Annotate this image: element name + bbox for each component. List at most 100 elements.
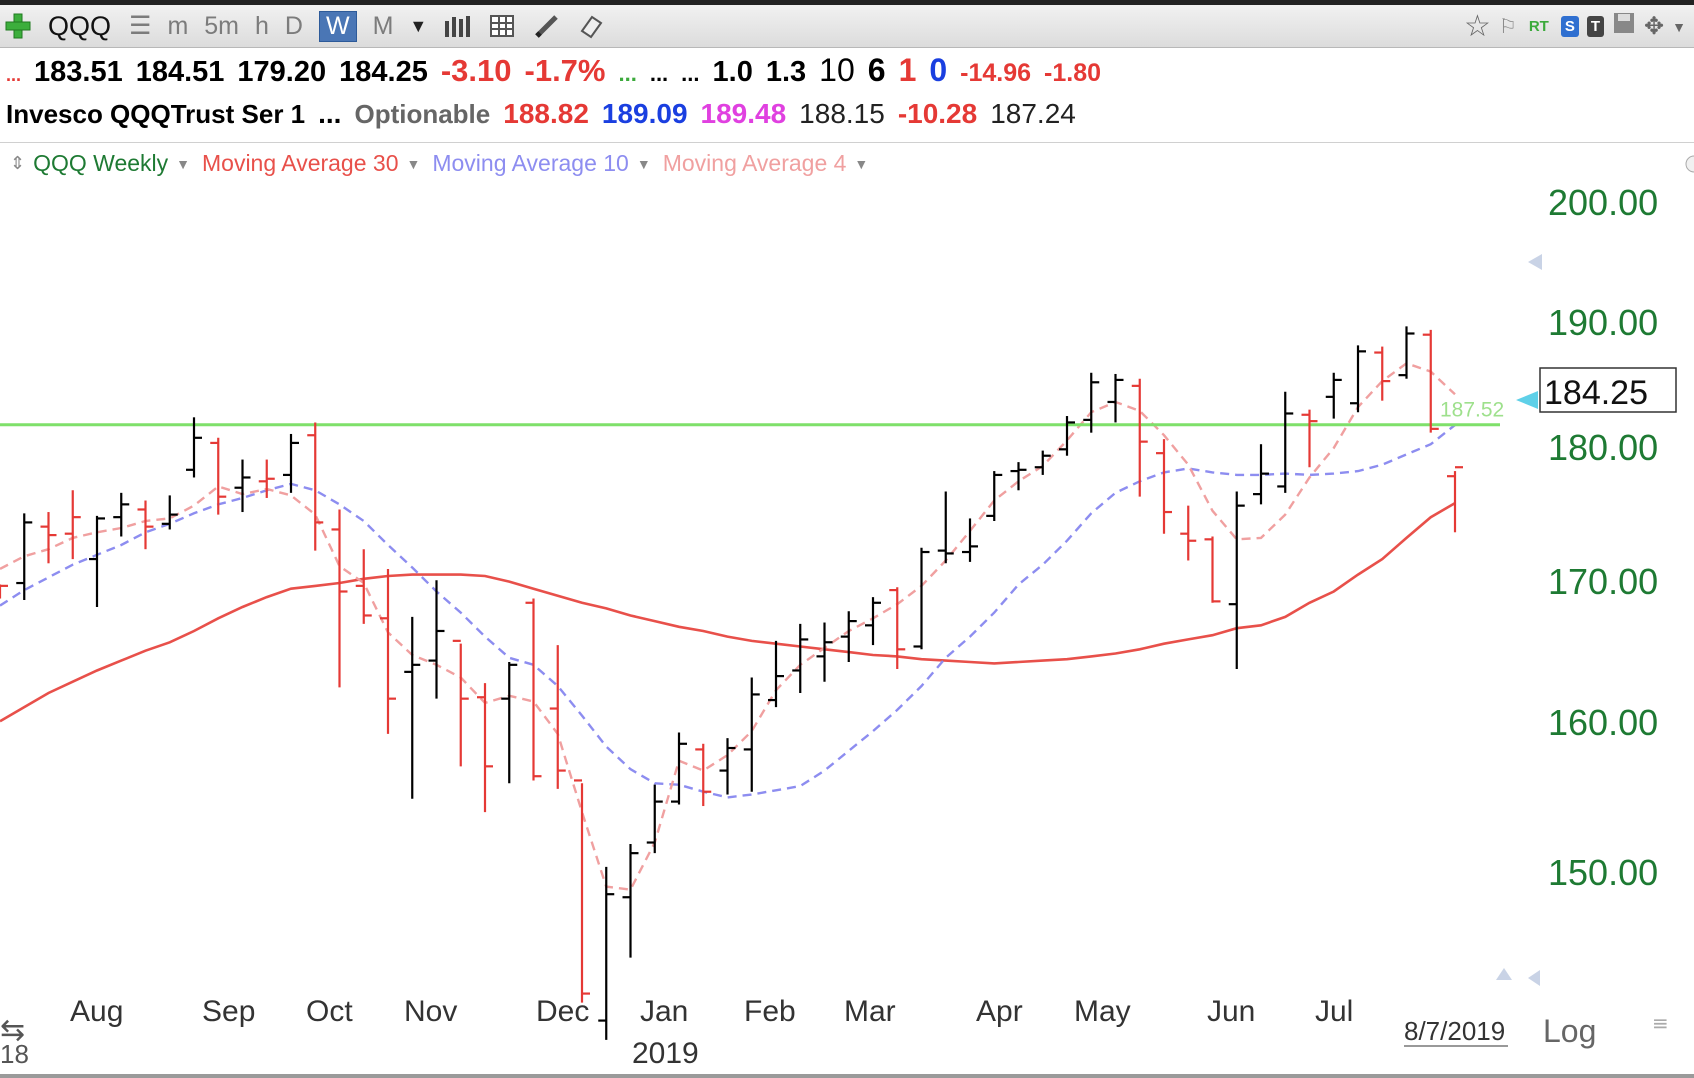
ohlc-bar bbox=[1447, 466, 1463, 533]
ohlc-bar bbox=[622, 844, 639, 958]
legend-symbol[interactable]: ⇕ QQQ Weekly ▼ bbox=[10, 150, 190, 177]
ohlc-bar bbox=[452, 639, 469, 767]
legend-ma10[interactable]: Moving Average 10 ▼ bbox=[432, 150, 650, 177]
panel-menu-icon[interactable]: ≡ bbox=[1652, 1011, 1669, 1035]
ohlc-bar bbox=[598, 866, 615, 1040]
x-label-oct: Oct bbox=[306, 995, 353, 1028]
symbol-field[interactable]: QQQ bbox=[48, 10, 112, 41]
value-6: 187.24 bbox=[990, 98, 1076, 129]
chevron-down-icon: ▼ bbox=[854, 155, 869, 172]
settings-corner-icon[interactable] bbox=[1685, 155, 1694, 173]
value-5: -10.28 bbox=[897, 98, 978, 129]
ohlc-bar bbox=[1059, 416, 1075, 456]
ohlc-bar bbox=[137, 500, 154, 550]
price-axis[interactable]: 200.00 190.00 180.00 170.00 160.00 150.0… bbox=[1548, 182, 1658, 893]
ohlc-bar bbox=[1107, 373, 1124, 423]
y-tick-180: 180.00 bbox=[1548, 427, 1658, 468]
pencil-icon[interactable] bbox=[533, 13, 561, 39]
current-date-label: 8/7/2019 bbox=[1404, 1016, 1505, 1046]
ohlc-bar bbox=[355, 549, 372, 624]
x-label-aug: Aug bbox=[70, 995, 123, 1028]
ohlc-bar bbox=[1350, 345, 1366, 413]
chart-toolbar: QQQ ☰ m 5m h D W M ▼ ☆ ⚐ RT S T ✥ ▼ bbox=[0, 5, 1694, 48]
ohlc-bar bbox=[840, 611, 857, 662]
ohlc-bar bbox=[962, 518, 978, 562]
ohlc-bar bbox=[671, 732, 687, 805]
ma30-line-group bbox=[0, 501, 1456, 723]
trade-badge[interactable]: T bbox=[1586, 16, 1605, 37]
refresh-icon[interactable]: ⇆ bbox=[0, 1013, 25, 1048]
scroll-left-icon[interactable] bbox=[1528, 254, 1542, 270]
timeframe-weekly[interactable]: W bbox=[318, 10, 357, 42]
stat-b: 1.3 bbox=[765, 56, 807, 88]
rating-dots-1: ... bbox=[618, 61, 637, 86]
flag-icon[interactable]: ⚐ bbox=[1498, 16, 1517, 38]
ohlc-bar bbox=[1156, 439, 1172, 534]
timeframe-minute[interactable]: m bbox=[167, 11, 189, 40]
ma10-line-group bbox=[0, 424, 1456, 799]
ohlc-bar bbox=[1204, 536, 1221, 603]
ohlc-bar bbox=[404, 616, 421, 799]
ohlc-bar bbox=[865, 597, 881, 646]
move-icon[interactable]: ✥ bbox=[1644, 13, 1665, 40]
x-year-fragment: 18 bbox=[0, 1039, 29, 1069]
ma30-line bbox=[0, 501, 1456, 723]
ohlc-bar bbox=[1228, 491, 1245, 670]
last-price-label: 184.25 bbox=[1544, 374, 1648, 412]
ohlc-bar bbox=[1253, 444, 1269, 505]
y-tick-170: 170.00 bbox=[1548, 561, 1658, 602]
value-4: 188.15 bbox=[799, 98, 885, 129]
stat-d: 6 bbox=[867, 52, 886, 88]
timeframe-monthly[interactable]: M bbox=[372, 11, 394, 40]
ohlc-bar bbox=[1180, 505, 1197, 561]
window-bottom-edge bbox=[0, 1074, 1694, 1078]
ohlc-bar bbox=[743, 677, 760, 792]
ohlc-bar bbox=[210, 437, 227, 515]
price-chart[interactable]: 187.52 200.00 190.00 180.00 170.00 160.0… bbox=[0, 143, 1694, 1074]
rating-dots-3: ... bbox=[681, 61, 700, 86]
save-icon[interactable] bbox=[1612, 11, 1636, 42]
grid-layout-icon[interactable] bbox=[489, 13, 517, 39]
add-symbol-icon[interactable] bbox=[4, 12, 32, 40]
stat-g: -14.96 bbox=[960, 59, 1032, 87]
timeframe-hour[interactable]: h bbox=[255, 11, 269, 40]
close-price: 184.25 bbox=[339, 56, 428, 88]
chevron-down-icon: ▼ bbox=[406, 155, 421, 172]
timeframe-5-minute[interactable]: 5m bbox=[204, 11, 239, 40]
ohlc-bar bbox=[719, 738, 736, 795]
x-label-sep: Sep bbox=[202, 995, 255, 1028]
ohlc-bar bbox=[889, 587, 906, 670]
x-label-may: May bbox=[1074, 995, 1131, 1028]
resistance-label: 187.52 bbox=[1440, 399, 1504, 422]
timeframe-dropdown-icon[interactable]: ▼ bbox=[409, 15, 428, 36]
last-price-box bbox=[1539, 367, 1677, 413]
ohlc-bar bbox=[1374, 346, 1391, 401]
y-tick-160: 160.00 bbox=[1548, 702, 1658, 743]
legend-symbol-label: QQQ Weekly bbox=[33, 150, 169, 176]
scan-badge[interactable]: S bbox=[1560, 16, 1579, 37]
ohlc-bar bbox=[234, 459, 251, 513]
last-price-marker-icon bbox=[1516, 391, 1538, 409]
legend-ma30[interactable]: Moving Average 30 ▼ bbox=[202, 150, 420, 177]
eraser-icon[interactable] bbox=[577, 13, 605, 39]
ohlc-bar bbox=[186, 417, 202, 478]
timeframe-daily[interactable]: D bbox=[284, 11, 303, 40]
list-icon[interactable]: ☰ bbox=[129, 12, 152, 40]
scroll-up-icon[interactable] bbox=[1496, 968, 1512, 980]
ohlc-bar bbox=[1422, 329, 1439, 433]
ohlc-bar bbox=[16, 513, 33, 600]
ohlc-bar bbox=[1131, 378, 1148, 497]
star-icon[interactable]: ☆ bbox=[1464, 10, 1491, 43]
legend-ma4[interactable]: Moving Average 4 ▼ bbox=[663, 150, 869, 177]
realtime-badge[interactable]: RT bbox=[1528, 18, 1549, 35]
log-scale-toggle[interactable]: Log bbox=[1543, 1013, 1596, 1049]
legend-ma30-label: Moving Average 30 bbox=[202, 150, 399, 176]
x-label-jun: Jun bbox=[1207, 995, 1255, 1028]
date-axis: Aug Sep Oct Nov Dec Jan Feb Mar Apr May … bbox=[0, 995, 1669, 1070]
legend-ma4-label: Moving Average 4 bbox=[662, 150, 847, 176]
stat-h: -1.80 bbox=[1044, 59, 1102, 87]
quote-line-name: Invesco QQQTrust Ser 1 ... Optionable 18… bbox=[6, 98, 1089, 138]
scroll-left-bottom-icon[interactable] bbox=[1528, 970, 1540, 986]
menu-dropdown-icon[interactable]: ▼ bbox=[1672, 18, 1686, 35]
bar-chart-icon[interactable] bbox=[443, 13, 473, 39]
